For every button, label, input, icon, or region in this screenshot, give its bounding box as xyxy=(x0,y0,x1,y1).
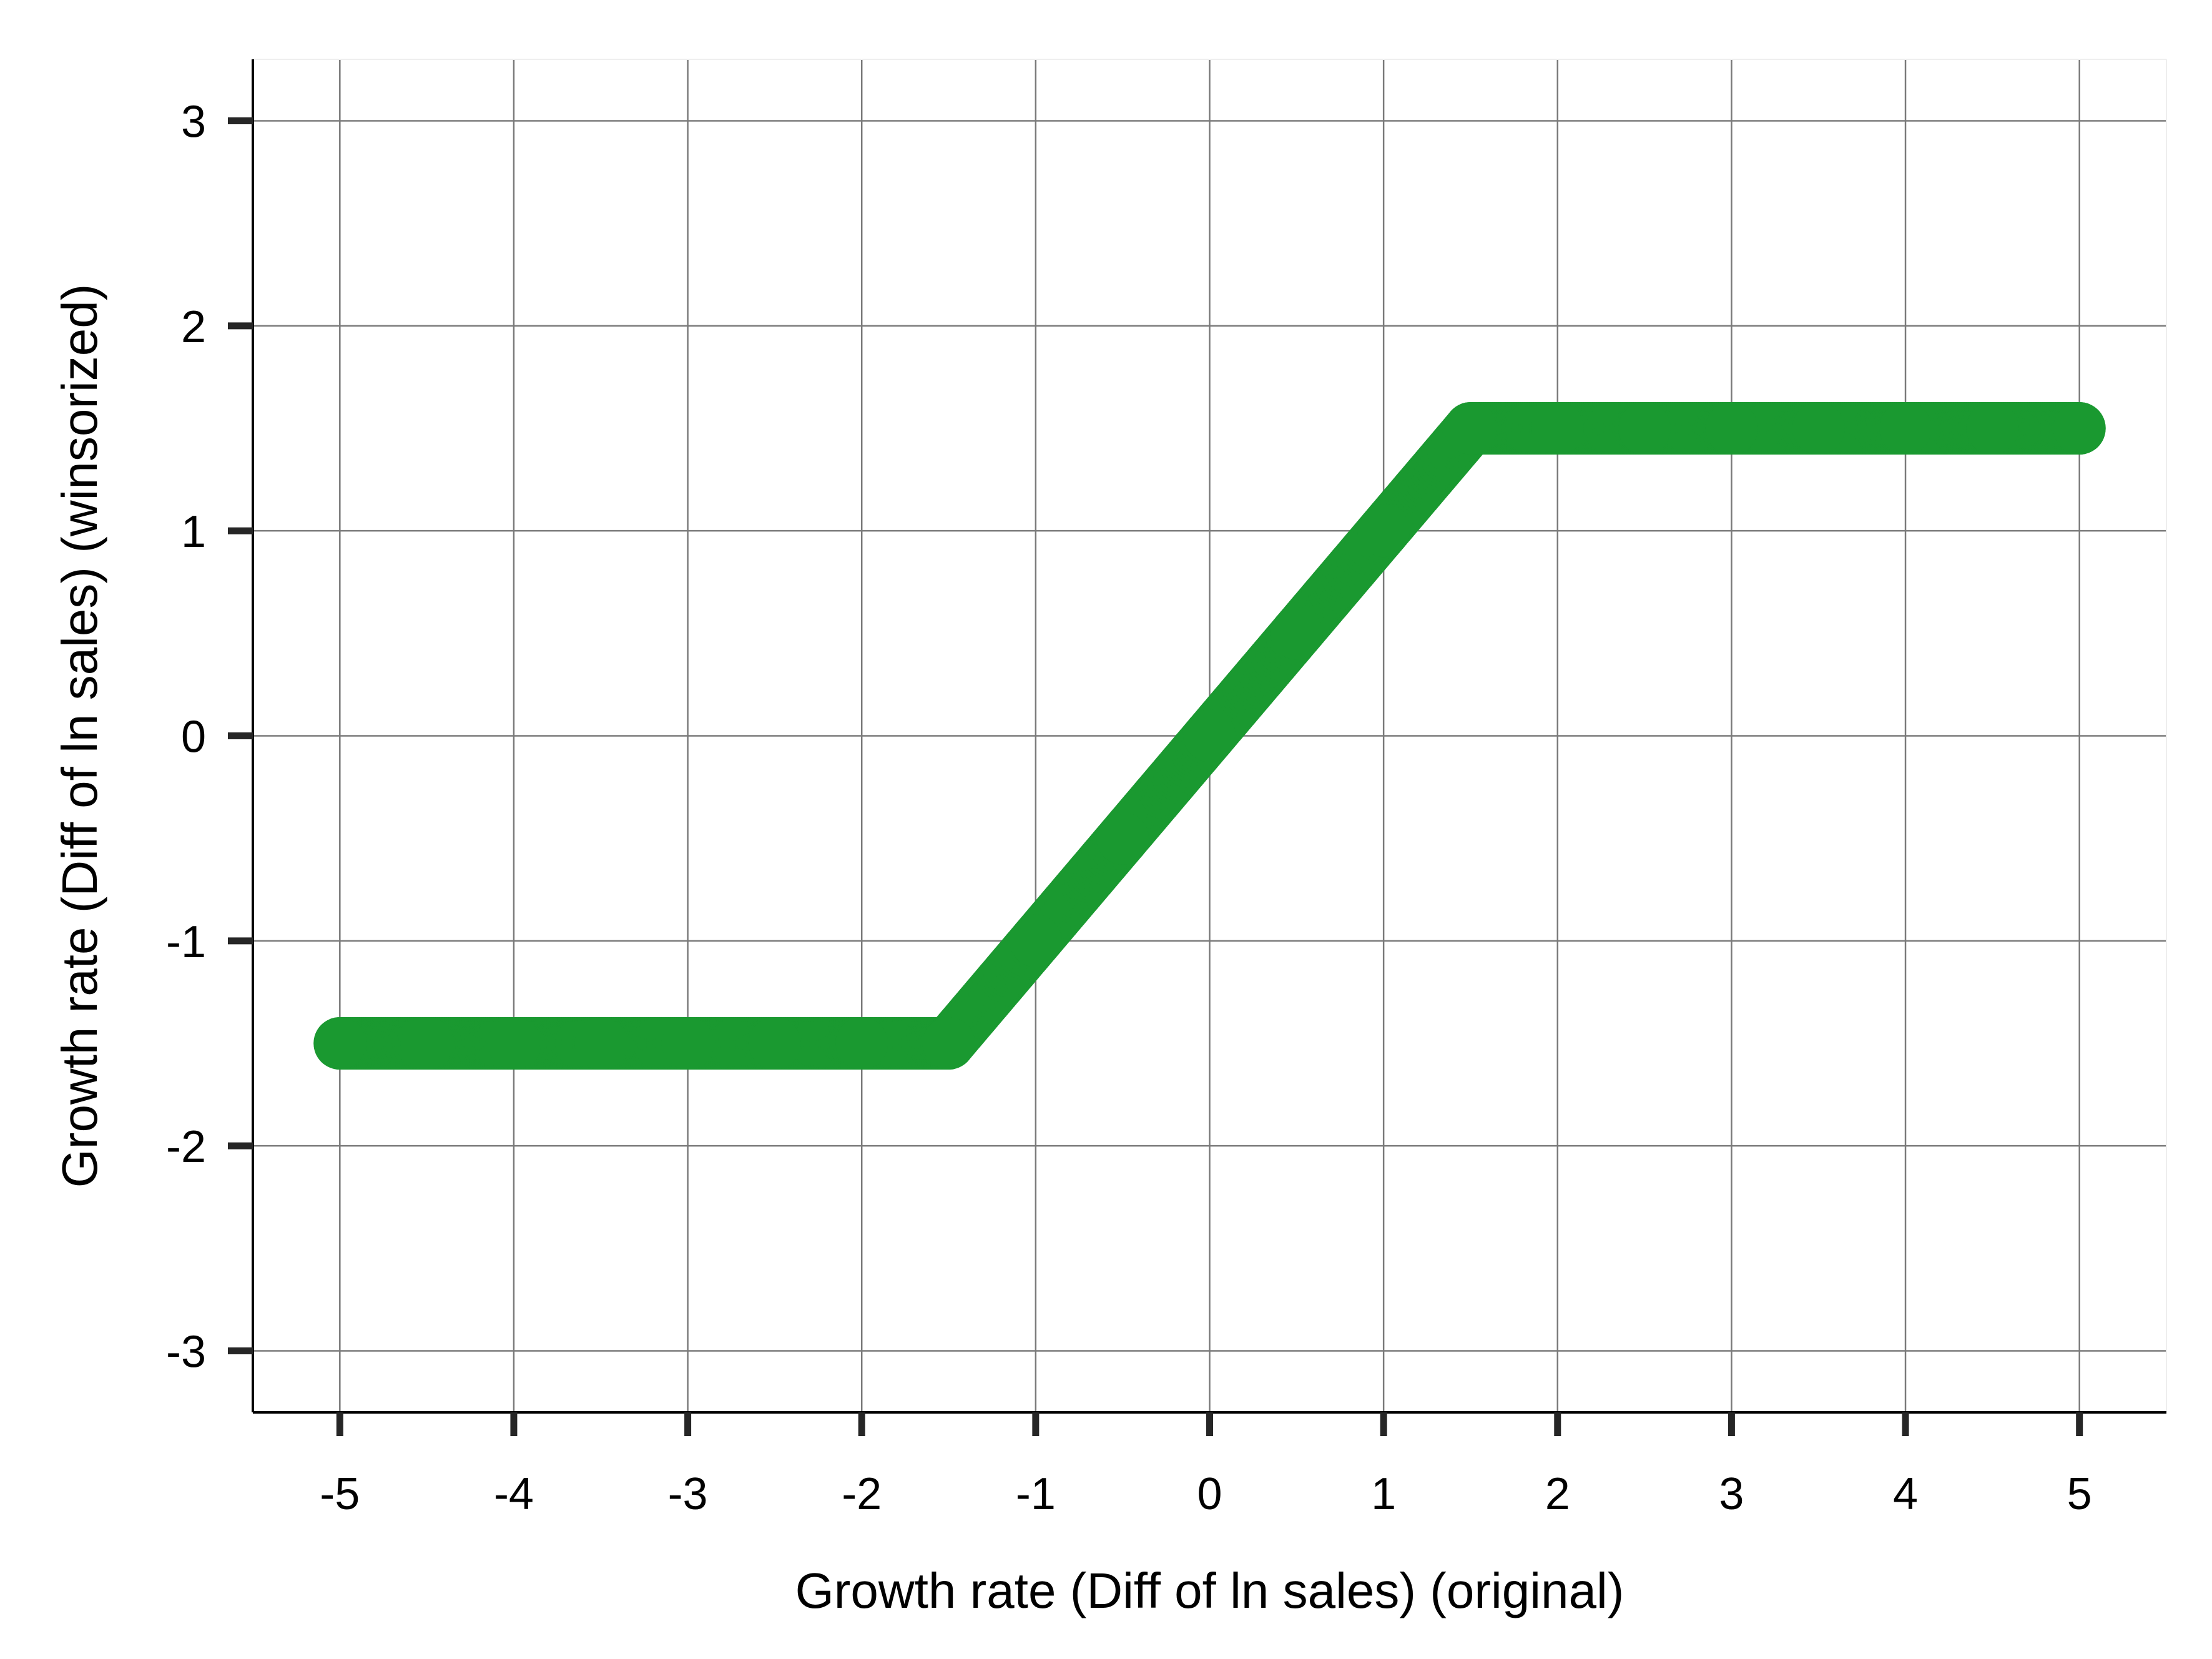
data-point-12 xyxy=(1357,505,1410,558)
data-point-2 xyxy=(487,1017,540,1070)
x-tick-label-10: 5 xyxy=(2067,1469,2092,1519)
data-point-16 xyxy=(1705,402,1758,455)
x-axis-title: Growth rate (Diff of ln sales) (original… xyxy=(795,1563,1625,1618)
y-tick-label-5: 2 xyxy=(181,302,206,352)
data-point-7 xyxy=(922,1017,975,1070)
data-points xyxy=(313,402,2106,1070)
data-point-11 xyxy=(1270,607,1323,660)
y-tick-label-0: -3 xyxy=(166,1327,206,1377)
x-tick-label-3: -2 xyxy=(842,1469,882,1519)
data-point-20 xyxy=(2053,402,2106,455)
x-tick-label-4: -1 xyxy=(1016,1469,1056,1519)
data-point-5 xyxy=(748,1017,801,1070)
data-point-9 xyxy=(1096,812,1149,865)
tick-marks xyxy=(228,117,2083,1436)
x-tick-label-8: 3 xyxy=(1719,1469,1744,1519)
data-point-1 xyxy=(400,1017,453,1070)
data-point-18 xyxy=(1879,402,1932,455)
x-tick-label-1: -4 xyxy=(494,1469,534,1519)
data-point-17 xyxy=(1792,402,1845,455)
x-tick-label-6: 1 xyxy=(1371,1469,1396,1519)
data-point-3 xyxy=(574,1017,627,1070)
y-tick-label-4: 1 xyxy=(181,507,206,557)
y-tick-label-6: 3 xyxy=(181,97,206,147)
data-point-13 xyxy=(1444,402,1497,455)
x-tick-label-9: 4 xyxy=(1893,1469,1918,1519)
y-tick-label-1: -2 xyxy=(166,1122,206,1172)
tick-labels: -5 -4 -3 -2 -1 0 1 2 3 4 5 -3 -2 -1 0 1 2 3 xyxy=(166,97,2092,1520)
data-point-19 xyxy=(1966,402,2019,455)
data-point-0 xyxy=(313,1017,366,1070)
x-tick-label-7: 2 xyxy=(1545,1469,1570,1519)
y-axis-title: Growth rate (Diff of ln sales) (winsoriz… xyxy=(52,284,107,1188)
x-tick-label-5: 0 xyxy=(1197,1469,1222,1519)
x-tick-label-0: -5 xyxy=(320,1469,360,1519)
data-point-10 xyxy=(1183,709,1236,762)
data-point-8 xyxy=(1009,914,1062,967)
y-tick-label-2: -1 xyxy=(166,917,206,967)
data-point-6 xyxy=(835,1017,888,1070)
data-point-14 xyxy=(1531,402,1584,455)
y-tick-label-3: 0 xyxy=(181,712,206,762)
data-point-4 xyxy=(661,1017,714,1070)
x-tick-label-2: -3 xyxy=(668,1469,708,1519)
data-point-15 xyxy=(1618,402,1671,455)
